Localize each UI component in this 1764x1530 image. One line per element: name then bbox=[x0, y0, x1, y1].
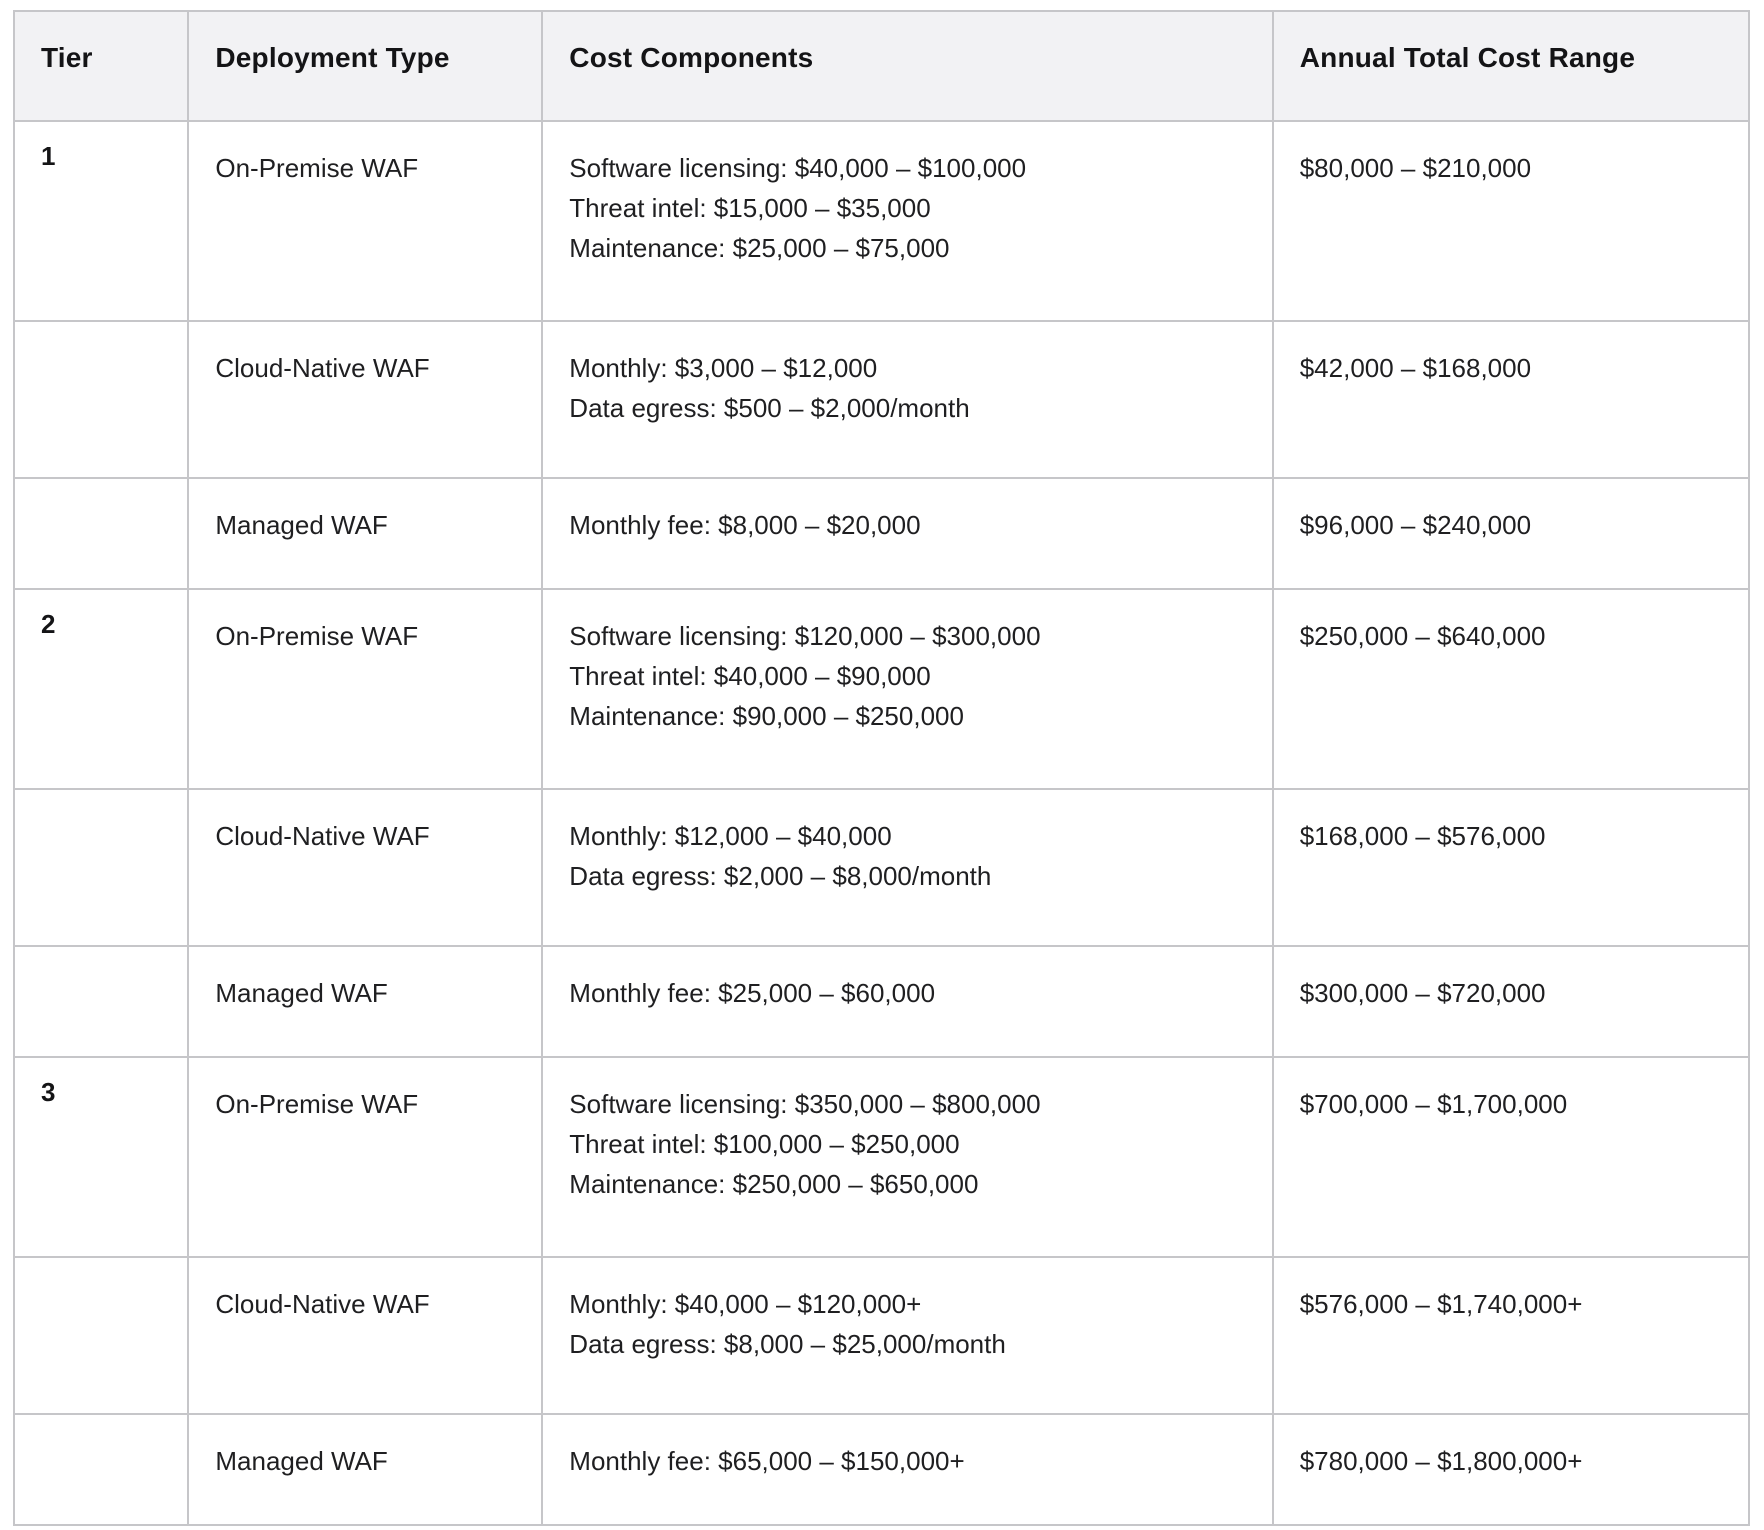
cost-components-cell: Software licensing: $40,000 – $100,000 Th… bbox=[541, 120, 1274, 322]
cost-component-line: Data egress: $2,000 – $8,000/month bbox=[569, 861, 992, 891]
table-row: Managed WAF Monthly fee: $25,000 – $60,0… bbox=[12, 945, 1751, 1058]
cost-component-line: Software licensing: $40,000 – $100,000 bbox=[569, 153, 1027, 183]
annual-total-cost-cell: $700,000 – $1,700,000 bbox=[1271, 1056, 1751, 1258]
table-row: 2 On-Premise WAF Software licensing: $12… bbox=[12, 588, 1751, 790]
deployment-type-cell: Managed WAF bbox=[187, 1413, 544, 1526]
annual-total-cost-cell: $96,000 – $240,000 bbox=[1271, 477, 1751, 590]
deployment-type-cell: Managed WAF bbox=[187, 945, 544, 1058]
cost-components-cell: Monthly fee: $8,000 – $20,000 bbox=[541, 477, 1274, 590]
cost-component-line: Threat intel: $40,000 – $90,000 bbox=[569, 661, 931, 691]
cost-component-line: Monthly: $3,000 – $12,000 bbox=[569, 353, 878, 383]
column-header-deployment-type: Deployment Type bbox=[187, 10, 544, 122]
column-header-tier: Tier bbox=[12, 10, 190, 122]
cost-component-line: Maintenance: $25,000 – $75,000 bbox=[569, 233, 950, 263]
tier-cell: 3 bbox=[12, 1056, 190, 1258]
cost-component-line: Data egress: $8,000 – $25,000/month bbox=[569, 1329, 1006, 1359]
deployment-type-cell: Cloud-Native WAF bbox=[187, 1256, 544, 1415]
deployment-type-cell: Managed WAF bbox=[187, 477, 544, 590]
cost-component-line: Monthly fee: $8,000 – $20,000 bbox=[569, 510, 921, 540]
tier-cell: 2 bbox=[12, 588, 190, 790]
cost-components-cell: Software licensing: $350,000 – $800,000 T… bbox=[541, 1056, 1274, 1258]
cost-component-line: Monthly: $40,000 – $120,000+ bbox=[569, 1289, 922, 1319]
cost-components-cell: Monthly: $12,000 – $40,000 Data egress: $… bbox=[541, 788, 1274, 947]
tier-cell bbox=[12, 945, 190, 1058]
annual-total-cost-cell: $780,000 – $1,800,000+ bbox=[1271, 1413, 1751, 1526]
cost-component-line: Maintenance: $90,000 – $250,000 bbox=[569, 701, 964, 731]
table-row: Cloud-Native WAF Monthly: $3,000 – $12,0… bbox=[12, 320, 1751, 479]
cost-components-cell: Monthly fee: $65,000 – $150,000+ bbox=[541, 1413, 1274, 1526]
table-row: 1 On-Premise WAF Software licensing: $40… bbox=[12, 120, 1751, 322]
table-row: 3 On-Premise WAF Software licensing: $35… bbox=[12, 1056, 1751, 1258]
cost-components-cell: Monthly fee: $25,000 – $60,000 bbox=[541, 945, 1274, 1058]
table-body: 1 On-Premise WAF Software licensing: $40… bbox=[12, 120, 1751, 1526]
cost-component-line: Monthly: $12,000 – $40,000 bbox=[569, 821, 892, 851]
cost-components-cell: Monthly: $40,000 – $120,000+ Data egress:… bbox=[541, 1256, 1274, 1415]
cost-component-line: Threat intel: $100,000 – $250,000 bbox=[569, 1129, 960, 1159]
deployment-type-cell: On-Premise WAF bbox=[187, 588, 544, 790]
table-row: Cloud-Native WAF Monthly: $12,000 – $40,… bbox=[12, 788, 1751, 947]
deployment-type-cell: On-Premise WAF bbox=[187, 1056, 544, 1258]
cost-component-line: Software licensing: $350,000 – $800,000 bbox=[569, 1089, 1041, 1119]
table-row: Cloud-Native WAF Monthly: $40,000 – $120… bbox=[12, 1256, 1751, 1415]
annual-total-cost-cell: $300,000 – $720,000 bbox=[1271, 945, 1751, 1058]
cost-component-line: Monthly fee: $25,000 – $60,000 bbox=[569, 978, 936, 1008]
tier-cell bbox=[12, 1413, 190, 1526]
deployment-type-cell: Cloud-Native WAF bbox=[187, 788, 544, 947]
annual-total-cost-cell: $80,000 – $210,000 bbox=[1271, 120, 1751, 322]
cost-component-line: Data egress: $500 – $2,000/month bbox=[569, 393, 970, 423]
deployment-type-cell: Cloud-Native WAF bbox=[187, 320, 544, 479]
annual-total-cost-cell: $576,000 – $1,740,000+ bbox=[1271, 1256, 1751, 1415]
annual-total-cost-cell: $42,000 – $168,000 bbox=[1271, 320, 1751, 479]
table-row: Managed WAF Monthly fee: $65,000 – $150,… bbox=[12, 1413, 1751, 1526]
annual-total-cost-cell: $168,000 – $576,000 bbox=[1271, 788, 1751, 947]
cost-component-line: Threat intel: $15,000 – $35,000 bbox=[569, 193, 931, 223]
tier-cell bbox=[12, 320, 190, 479]
deployment-type-cell: On-Premise WAF bbox=[187, 120, 544, 322]
annual-total-cost-cell: $250,000 – $640,000 bbox=[1271, 588, 1751, 790]
tier-cell: 1 bbox=[12, 120, 190, 322]
cost-component-line: Maintenance: $250,000 – $650,000 bbox=[569, 1169, 979, 1199]
table-header: Tier Deployment Type Cost Components Ann… bbox=[12, 10, 1751, 122]
column-header-annual-total-cost-range: Annual Total Cost Range bbox=[1271, 10, 1751, 122]
cost-components-cell: Software licensing: $120,000 – $300,000 T… bbox=[541, 588, 1274, 790]
table-row: Managed WAF Monthly fee: $8,000 – $20,00… bbox=[12, 477, 1751, 590]
cost-components-cell: Monthly: $3,000 – $12,000 Data egress: $5… bbox=[541, 320, 1274, 479]
header-row: Tier Deployment Type Cost Components Ann… bbox=[12, 10, 1751, 122]
column-header-cost-components: Cost Components bbox=[541, 10, 1274, 122]
cost-component-line: Monthly fee: $65,000 – $150,000+ bbox=[569, 1446, 965, 1476]
cost-component-line: Software licensing: $120,000 – $300,000 bbox=[569, 621, 1041, 651]
waf-cost-table: Tier Deployment Type Cost Components Ann… bbox=[12, 10, 1751, 1526]
tier-cell bbox=[12, 788, 190, 947]
tier-cell bbox=[12, 1256, 190, 1415]
tier-cell bbox=[12, 477, 190, 590]
